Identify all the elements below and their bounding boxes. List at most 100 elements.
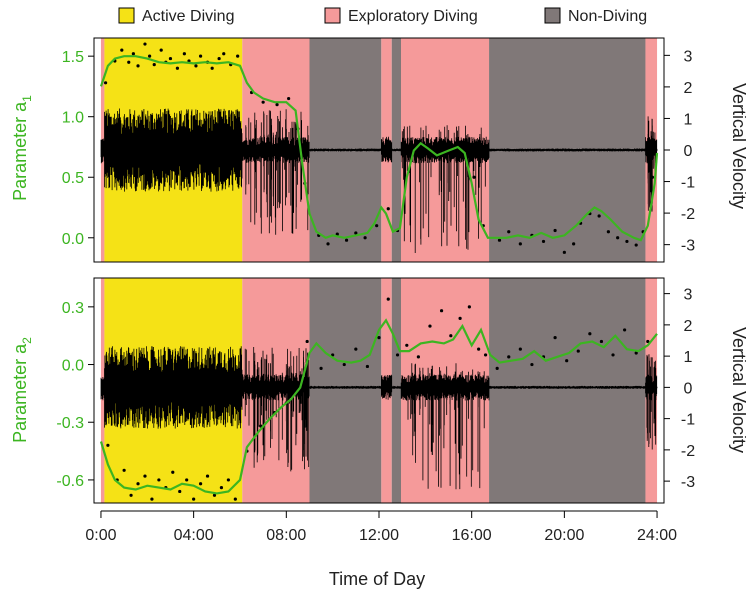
observation-point [405,343,409,347]
right-tick-label: 2 [684,318,693,335]
observation-point [458,316,462,320]
observation-point [483,353,488,357]
observation-point [553,228,557,233]
legend-swatch-active [118,7,135,24]
observation-point [375,224,379,228]
observation-point [449,334,453,338]
left-axis-bottom: -0.6 -0.3 0.0 0.3 [56,300,94,490]
velocity-trace-bottom [100,346,658,490]
observation-point [293,382,298,386]
observation-point [148,54,152,58]
observation-point [233,497,237,501]
observation-point [326,242,330,246]
observation-point [518,347,522,351]
observation-point [178,489,182,494]
observation-point [507,230,511,234]
observation-point [416,355,420,359]
observation-point [198,482,203,486]
observation-point [437,149,441,153]
observation-point [157,478,161,482]
observation-point [576,349,580,353]
observation-point [530,362,534,367]
observation-point [331,353,335,357]
right-axis-top: -3 -2 -1 0 1 2 3 [664,48,695,255]
observation-point [395,353,400,357]
ylabel-right-top: Vertical Velocity [729,83,746,209]
observation-point [562,250,566,254]
x-axis: 0:00 04:00 08:00 12:00 16:00 20:00 24:00 [85,510,677,544]
observation-point [175,66,180,70]
state-band-nondiving [391,278,402,503]
observation-point [477,347,481,351]
observation-point [185,478,189,482]
left-tick-label: 1.0 [62,110,84,127]
right-tick-label: 3 [684,48,693,65]
x-axis-title: Time of Day [329,569,425,589]
observation-point [495,366,499,370]
x-tick-label: 24:00 [637,527,677,544]
right-tick-label: -3 [681,474,695,491]
left-tick-label: 0.0 [62,358,84,375]
observation-point [507,355,511,359]
observation-point [136,64,140,68]
observation-point [171,470,175,474]
observation-point [497,238,502,242]
observation-point [236,54,240,58]
right-tick-label: 1 [684,349,693,366]
observation-point [377,336,381,340]
observation-point [222,52,226,56]
right-tick-label: 0 [684,380,693,397]
observation-point [611,353,615,357]
observation-point [467,305,471,309]
observation-point [194,64,198,68]
observation-points-bottom [106,297,650,501]
observation-point [129,493,133,497]
right-tick-label: 2 [684,80,693,97]
observation-point [210,66,214,70]
ylabel-right-bottom: Vertical Velocity [729,327,746,453]
left-tick-label: -0.3 [56,415,84,432]
observation-point [616,236,620,240]
observation-point [599,339,604,344]
observation-point [287,96,291,101]
legend: Active Diving Exploratory Diving Non-Div… [118,7,647,25]
observation-point [143,474,147,478]
observation-point [150,497,154,501]
ylabel-left-top: Parameter a1 [10,95,34,201]
observation-point [198,54,203,58]
right-axis-bottom: -3 -2 -1 0 1 2 3 [664,287,695,491]
state-band-nondiving [489,278,646,503]
x-tick-label: 08:00 [266,527,306,544]
observation-point [386,297,390,301]
observation-point [606,230,610,234]
panel-bottom: -0.6 -0.3 0.0 0.3 -3 -2 -1 0 1 2 3 Parameter a2 V… [10,277,746,504]
observation-point [319,366,323,370]
right-tick-label: 3 [684,287,693,304]
observation-point [597,214,601,218]
observation-point [305,339,309,344]
observation-point [625,239,629,244]
observation-point [205,474,210,478]
observation-point [152,63,156,67]
observation-point [634,351,638,355]
ylabel-left-bottom: Parameter a2 [10,337,34,443]
x-tick-label: 12:00 [359,527,399,544]
observation-point [518,242,522,246]
observation-point [219,486,224,490]
legend-label-active: Active Diving [142,8,234,25]
observation-point [182,52,186,56]
panel-top: 0.0 0.5 1.0 1.5 -3 -2 -1 0 1 2 3 Parameter a1 Ver… [10,37,746,263]
plot-frame-bottom [93,277,665,504]
observation-point [354,231,358,235]
observation-point [428,324,432,328]
observation-point [275,102,279,107]
observation-point [212,493,217,497]
observation-point [354,347,358,351]
right-tick-label: 1 [684,111,693,128]
observation-point [460,141,465,145]
observation-point [650,175,655,179]
parameter-line-a2 [99,318,658,495]
observation-point [226,478,230,482]
right-tick-label: -2 [681,206,695,223]
legend-label-exploratory: Exploratory Diving [348,8,478,25]
